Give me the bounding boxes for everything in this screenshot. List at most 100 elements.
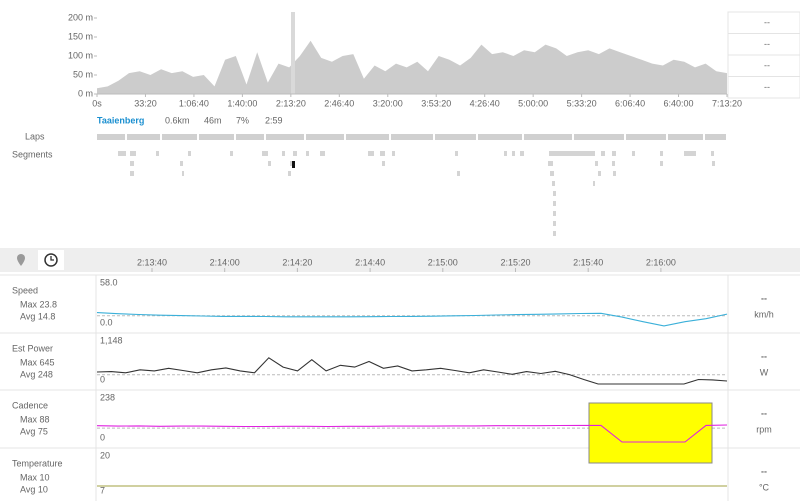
pin-icon: [17, 254, 25, 266]
segment-bar: [553, 201, 556, 206]
stat-value: --: [764, 82, 770, 92]
segment-grade: 7%: [236, 115, 249, 125]
stream-max: Max 88: [20, 414, 50, 424]
x-tick-label: 7:13:20: [712, 98, 742, 108]
segment-bar: [711, 151, 714, 156]
stat-value: --: [764, 39, 770, 49]
clock-icon: [44, 253, 58, 267]
y-tick-label: 20: [100, 450, 110, 460]
segment-bar: [613, 171, 616, 176]
segment-bar: [368, 151, 374, 156]
segment-bar: [612, 151, 616, 156]
stream-line: [96, 312, 728, 327]
segment-bar: [230, 151, 233, 156]
selection-marker: [291, 12, 295, 94]
stream-current: --: [761, 293, 767, 303]
time-tick-label: 2:15:00: [428, 257, 458, 267]
segment-bar: [306, 151, 309, 156]
segment-bar: [598, 171, 601, 176]
highlight-box: [588, 402, 713, 464]
stream-avg: Avg 248: [20, 369, 53, 379]
time-tick-label: 2:15:40: [573, 257, 603, 267]
stream-name: Cadence: [12, 400, 48, 410]
time-tick-label: 2:14:20: [282, 257, 312, 267]
y-tick-label: 0.0: [100, 317, 113, 327]
x-tick-label: 6:40:00: [664, 98, 694, 108]
laps-label: Laps: [25, 131, 45, 141]
lap-bar: [162, 134, 197, 140]
segment-bar: [553, 231, 556, 236]
stream-current: --: [761, 466, 767, 476]
lap-bar: [626, 134, 666, 140]
segment-bar: [548, 161, 553, 166]
segment-bar: [553, 191, 556, 196]
segment-bar: [392, 151, 395, 156]
time-button[interactable]: [38, 250, 64, 270]
segment-bar: [380, 151, 385, 156]
segment-bar: [130, 171, 134, 176]
time-tick-label: 2:14:00: [210, 257, 240, 267]
segment-bar: [262, 151, 268, 156]
segment-active: [292, 161, 295, 168]
stream-max: Max 645: [20, 357, 55, 367]
stream-avg: Avg 10: [20, 484, 48, 494]
x-tick-label: 1:06:40: [179, 98, 209, 108]
segments-label: Segments: [12, 149, 53, 159]
y-tick-label: 0 m: [78, 88, 93, 98]
y-tick-label: 58.0: [100, 277, 118, 287]
stream-unit: °C: [759, 482, 770, 492]
stream-current: --: [761, 408, 767, 418]
segment-name[interactable]: Taaienberg: [97, 115, 144, 125]
x-tick-label: 5:00:00: [518, 98, 548, 108]
segment-bar: [552, 181, 555, 186]
y-tick-label: 50 m: [73, 69, 93, 79]
lap-bar: [668, 134, 703, 140]
x-tick-label: 2:13:20: [276, 98, 306, 108]
segment-bar: [660, 151, 663, 156]
map-button[interactable]: [8, 250, 34, 270]
x-tick-label: 0s: [92, 98, 102, 108]
clock-hands: [50, 256, 54, 261]
lap-bar: [391, 134, 433, 140]
segment-bar: [156, 151, 159, 156]
segment-bar: [632, 151, 635, 156]
stream-name: Temperature: [12, 458, 63, 468]
stat-value: --: [764, 17, 770, 27]
x-tick-label: 3:20:00: [373, 98, 403, 108]
segment-bar: [550, 171, 554, 176]
lap-bar: [236, 134, 264, 140]
time-tick-label: 2:13:40: [137, 257, 167, 267]
segment-bar: [118, 151, 126, 156]
y-tick-label: 238: [100, 392, 115, 402]
lap-bar: [97, 134, 125, 140]
lap-bar: [266, 134, 304, 140]
stream-avg: Avg 75: [20, 426, 48, 436]
stream-unit: km/h: [754, 309, 774, 319]
segment-time: 2:59: [265, 115, 283, 125]
stream-unit: rpm: [756, 424, 772, 434]
segment-bar: [553, 221, 556, 226]
segment-bar: [595, 161, 598, 166]
segment-bar: [601, 151, 605, 156]
stat-cell: [727, 76, 800, 99]
segment-bar: [288, 171, 291, 176]
y-tick-label: 150 m: [68, 31, 93, 41]
segment-bar: [382, 161, 385, 166]
segment-bar: [282, 151, 285, 156]
lap-bar: [306, 134, 344, 140]
y-tick-label: 1,148: [100, 335, 123, 345]
lap-bar: [346, 134, 389, 140]
segment-bar: [293, 151, 297, 156]
y-tick-label: 7: [100, 485, 105, 495]
segment-distance: 0.6km: [165, 115, 190, 125]
segment-bar: [455, 151, 458, 156]
lap-bar: [127, 134, 160, 140]
x-tick-label: 33:20: [134, 98, 157, 108]
segment-elevation: 46m: [204, 115, 222, 125]
lap-bar: [705, 134, 726, 140]
y-tick-label: 0: [100, 374, 105, 384]
stream-max: Max 23.8: [20, 299, 57, 309]
lap-bar: [199, 134, 234, 140]
stream-line: [96, 424, 728, 443]
